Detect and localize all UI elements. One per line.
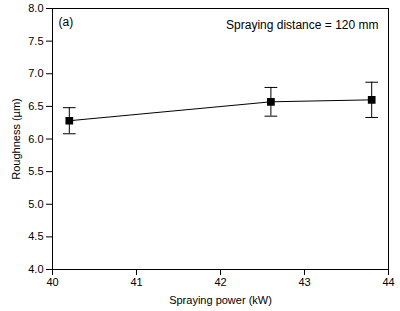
svg-text:44: 44 [382, 276, 394, 288]
svg-text:4.5: 4.5 [28, 230, 43, 242]
svg-text:7.5: 7.5 [28, 35, 43, 47]
svg-text:(a): (a) [59, 15, 74, 29]
svg-text:4.0: 4.0 [28, 263, 43, 275]
svg-text:5.0: 5.0 [28, 198, 43, 210]
svg-text:Roughness (µm): Roughness (µm) [10, 98, 22, 180]
svg-text:Spraying distance = 120 mm: Spraying distance = 120 mm [226, 18, 378, 32]
svg-text:7.0: 7.0 [28, 67, 43, 79]
svg-text:40: 40 [46, 276, 58, 288]
svg-text:42: 42 [214, 276, 226, 288]
svg-text:5.5: 5.5 [28, 165, 43, 177]
svg-text:6.0: 6.0 [28, 133, 43, 145]
svg-text:8.0: 8.0 [28, 2, 43, 14]
svg-text:Spraying power (kW): Spraying power (kW) [169, 294, 272, 306]
svg-text:43: 43 [298, 276, 310, 288]
svg-text:6.5: 6.5 [28, 100, 43, 112]
svg-text:41: 41 [130, 276, 142, 288]
